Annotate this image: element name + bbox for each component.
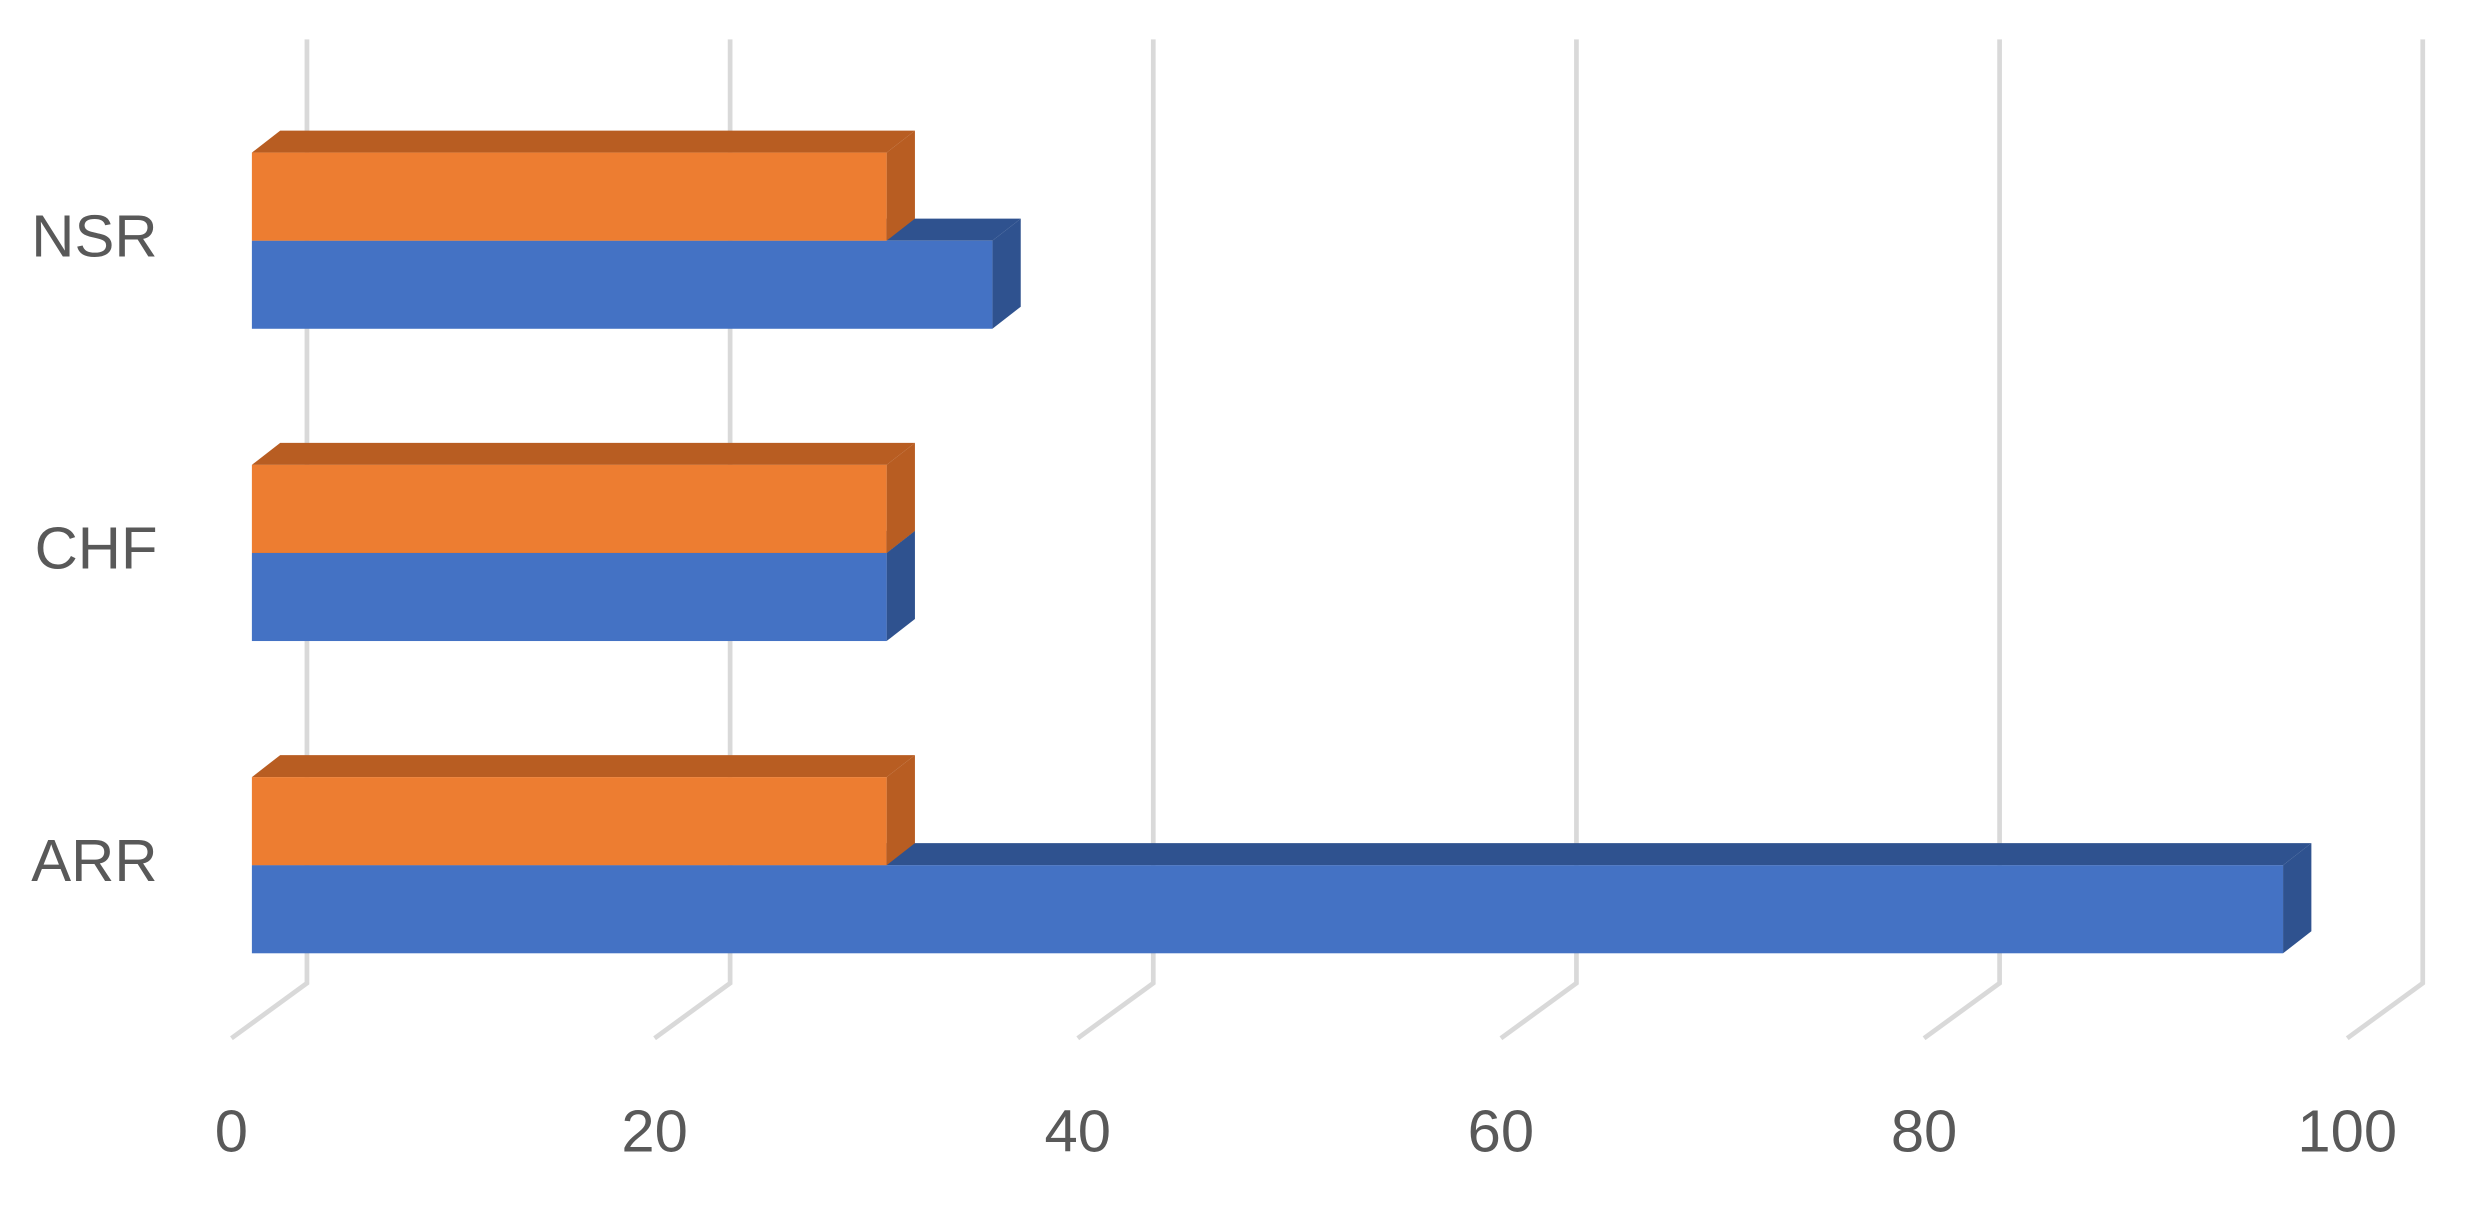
x-tick-label: 0 — [215, 1098, 248, 1165]
grid-line — [653, 39, 733, 1041]
bar — [251, 865, 2284, 954]
grid-line — [230, 39, 310, 1041]
grid-line — [2345, 39, 2426, 1041]
bar-side — [2283, 843, 2312, 954]
x-tick-label: 60 — [1468, 1098, 1534, 1165]
bar-side — [886, 442, 915, 553]
x-tick-label: 80 — [1891, 1098, 1957, 1165]
bar-side — [886, 130, 915, 241]
bar-top — [251, 755, 915, 778]
bar — [251, 240, 993, 329]
grid-line — [1922, 39, 2002, 1041]
grid-line — [1499, 39, 1579, 1041]
x-tick-label: 40 — [1045, 1098, 1111, 1165]
bar-top — [251, 130, 915, 153]
bar — [251, 777, 887, 866]
bar — [251, 464, 887, 553]
bar — [251, 552, 887, 642]
x-tick-label: 20 — [621, 1098, 687, 1165]
y-tick-label: NSR — [31, 202, 157, 269]
bar — [251, 152, 887, 241]
grid-line — [1076, 39, 1156, 1041]
bar-top — [251, 442, 915, 465]
y-tick-label: ARR — [31, 827, 157, 894]
y-tick-label: CHF — [35, 515, 158, 582]
x-tick-label: 100 — [2297, 1098, 2397, 1165]
bar-side — [886, 530, 915, 642]
bar-side — [886, 755, 915, 866]
bar-side — [992, 218, 1021, 329]
